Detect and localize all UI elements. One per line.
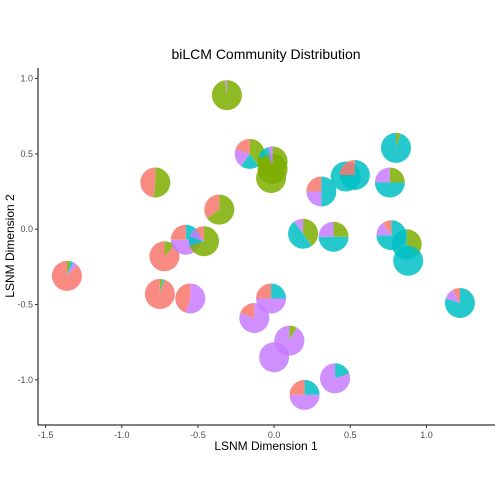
pie-slice: [303, 218, 319, 246]
pie-slice: [240, 153, 259, 169]
pie-point: [256, 162, 287, 193]
pie-point: [239, 303, 270, 334]
pie-slice: [159, 279, 165, 294]
pie-slice: [66, 260, 71, 276]
chart-title: biLCM Community Distribution: [171, 46, 360, 62]
pie-slice: [66, 261, 74, 276]
pie-slice: [335, 363, 350, 379]
pie-slice: [306, 176, 322, 192]
pie-point: [140, 167, 171, 198]
pie-slice: [140, 167, 156, 198]
x-axis-label: LSNM Dimension 1: [214, 439, 318, 453]
pie-slice: [234, 149, 250, 166]
pie-slice: [333, 221, 349, 237]
pie-slice: [235, 138, 250, 154]
pie-slice: [374, 167, 390, 183]
y-tick-label: 0.5: [20, 149, 33, 159]
pie-slice: [256, 162, 287, 193]
x-tick-label: 1.0: [420, 430, 433, 440]
pie-point: [289, 379, 320, 410]
pie-slice: [195, 226, 205, 242]
pie-slice: [66, 262, 78, 276]
pie-point: [144, 278, 175, 309]
x-tick-label: -1.5: [38, 430, 54, 440]
pie-point: [51, 260, 82, 291]
pie-point: [339, 159, 370, 190]
y-tick-label: -1.0: [17, 375, 33, 385]
pie-slice: [204, 194, 220, 219]
x-tick-label: -1.0: [114, 430, 130, 440]
pie-slice: [185, 283, 206, 314]
x-tick-label: -0.5: [190, 430, 206, 440]
y-tick-label: -0.5: [17, 299, 33, 309]
pie-slice: [153, 167, 171, 198]
pie-slice: [170, 224, 186, 240]
pie-slice: [445, 289, 460, 303]
pie-slice: [144, 278, 175, 309]
pie-point: [189, 226, 220, 257]
pie-point: [374, 167, 405, 198]
pie-slice: [318, 236, 349, 252]
y-tick-label: 0.0: [20, 224, 33, 234]
x-tick-label: 0.0: [268, 430, 281, 440]
pie-slice: [51, 260, 82, 291]
pie-point: [211, 80, 242, 111]
y-ticks: 1.0 0.5 0.0 -0.5 -1.0: [17, 74, 38, 385]
pie-point: [306, 176, 337, 207]
pie-slice: [239, 303, 270, 334]
pie-point: [318, 221, 349, 252]
pie-slice: [382, 220, 392, 236]
pie-slice: [189, 236, 205, 246]
pie-slice: [288, 221, 312, 249]
pie-point: [274, 325, 305, 356]
pie-point: [204, 194, 235, 225]
pie-slice: [389, 167, 405, 183]
pie-slice: [376, 223, 392, 236]
pie-slice: [395, 132, 401, 148]
pie-slice: [304, 379, 320, 395]
pie-slice: [294, 218, 304, 234]
y-tick-label: 1.0: [20, 74, 33, 84]
pie-slice: [452, 287, 460, 303]
pie-slice: [380, 132, 411, 163]
pie-point: [444, 287, 475, 318]
pie-point: [175, 283, 206, 314]
y-axis-label: LSNM Dimension 2: [3, 194, 17, 298]
pie-slice: [274, 325, 305, 356]
pie-slice: [159, 278, 163, 294]
pie-point: [380, 132, 411, 163]
pie-point: [393, 245, 424, 276]
x-tick-label: 0.5: [344, 430, 357, 440]
pie-slice: [321, 176, 337, 207]
pie-slice: [271, 283, 287, 299]
pie-slice: [444, 287, 475, 318]
pie-slice: [318, 221, 334, 237]
pie-slice: [289, 325, 297, 341]
pie-slice: [289, 394, 320, 410]
pie-slice: [306, 191, 322, 207]
pie-slice: [256, 283, 272, 299]
points-layer: [51, 80, 475, 410]
pie-slice: [393, 245, 424, 276]
pie-slice: [189, 229, 205, 242]
pie-slice: [211, 80, 242, 111]
pie-slice: [289, 379, 305, 395]
pie-slice: [189, 226, 220, 257]
pie-point: [256, 283, 287, 314]
pie-slice: [339, 159, 355, 175]
pie-slice: [225, 80, 227, 96]
pie-slice: [240, 303, 255, 319]
x-ticks: -1.5 -1.0 -0.5 0.0 0.5 1.0: [38, 425, 433, 440]
axes: [37, 68, 495, 426]
pie-slice: [207, 194, 235, 225]
pie-slice: [320, 363, 351, 394]
pie-slice: [175, 283, 191, 313]
pie-point: [288, 218, 319, 249]
pie-slice: [374, 182, 405, 198]
pie-point: [320, 363, 351, 394]
pie-slice: [149, 241, 180, 272]
pie-slice: [256, 298, 287, 314]
